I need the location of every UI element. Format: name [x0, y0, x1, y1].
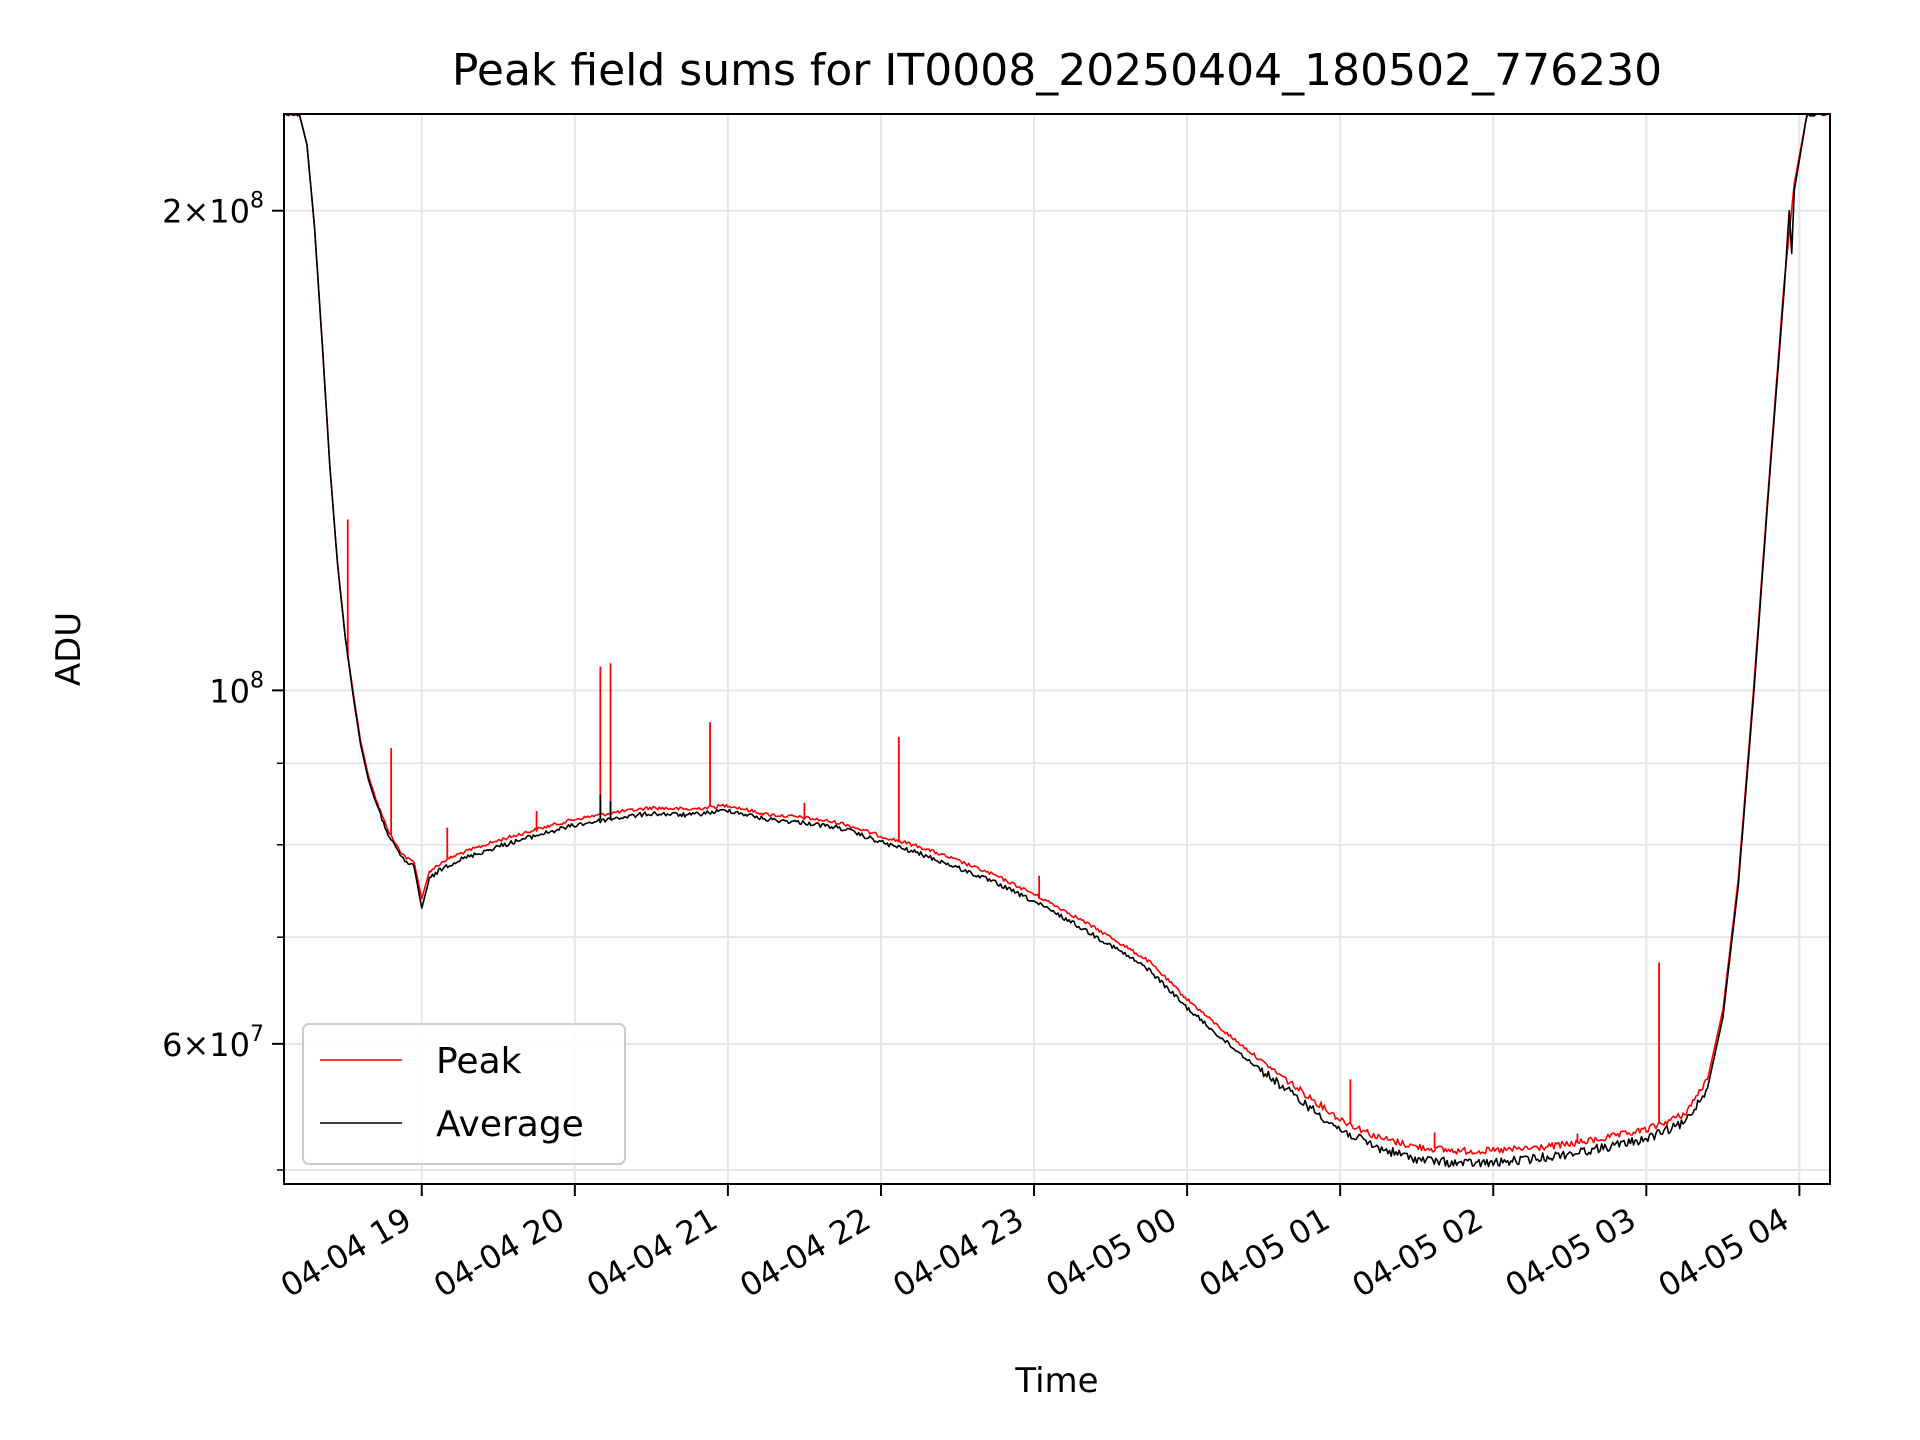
plot-frame	[283, 113, 1831, 1185]
legend-label-peak: Peak	[436, 1041, 522, 1082]
series-layer	[283, 113, 1830, 1168]
x-axis-label: Time	[1014, 1361, 1098, 1401]
legend-label-average: Average	[436, 1104, 584, 1145]
legend-box	[302, 1023, 626, 1165]
grid-layer	[284, 114, 1830, 1184]
y-axis-label: ADU	[49, 612, 89, 686]
y-tick-label: 108	[209, 668, 264, 710]
chart-title: Peak field sums for IT0008_20250404_1805…	[452, 45, 1662, 96]
y-tick-label: 6×107	[162, 1022, 264, 1064]
series-line-average	[283, 113, 1830, 1168]
legend: Peak Average	[302, 1023, 626, 1165]
y-tick-label: 2×108	[162, 189, 264, 231]
